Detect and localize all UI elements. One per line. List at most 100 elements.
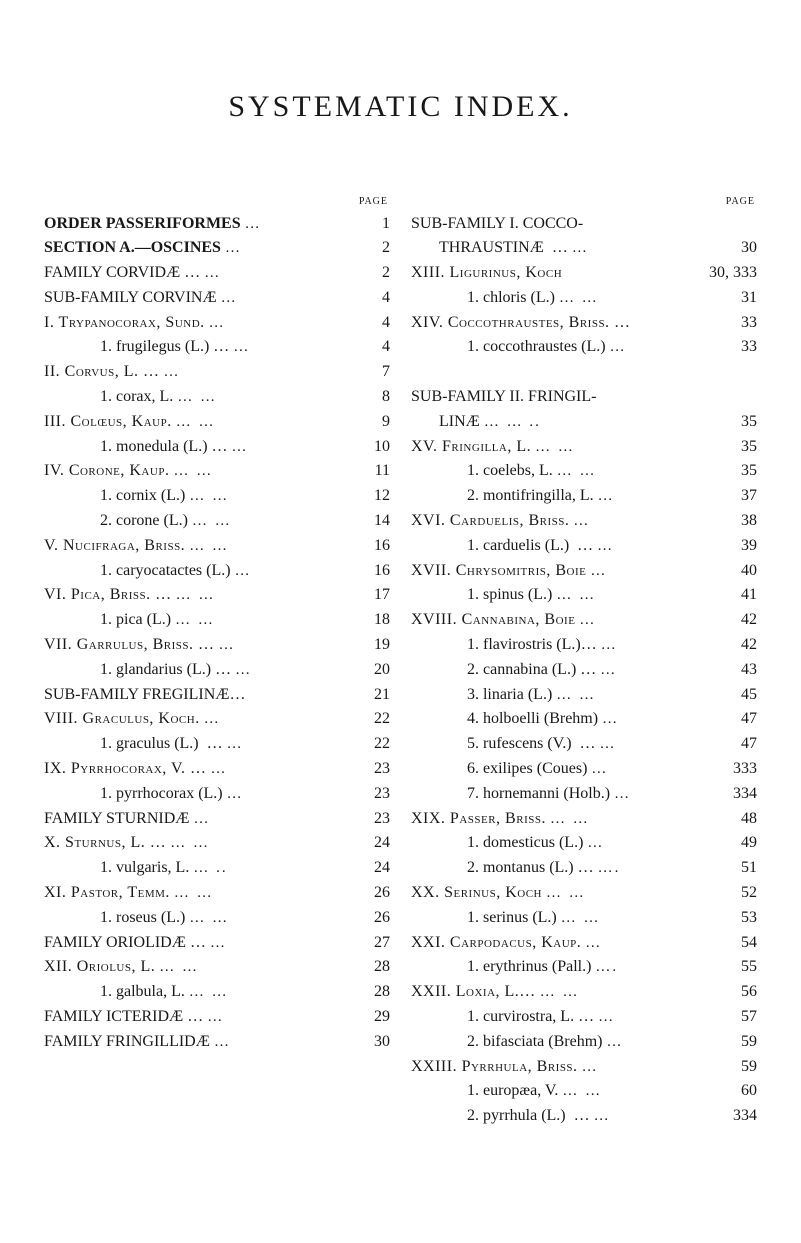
leader-dots: … <box>587 758 723 781</box>
page-number: 4 <box>356 311 390 336</box>
page-number: 9 <box>356 410 390 435</box>
index-row: 1. flavirostris (L.)……42 <box>411 633 757 658</box>
leader-dots: … … <box>185 485 356 508</box>
index-row: 1. chloris (L.)… …31 <box>411 286 757 311</box>
leader-dots: … <box>203 1006 356 1029</box>
index-row: 1. glandarius (L.) ……20 <box>44 658 390 683</box>
index-row: V. Nucifraga, Briss.… …16 <box>44 534 390 559</box>
leader-dots: … … <box>552 584 723 607</box>
index-row: 2. montifringilla, L.…37 <box>411 484 757 509</box>
index-row: VIII. Graculus, Koch.…22 <box>44 707 390 732</box>
index-label: 1. coelebs, L. <box>411 459 553 484</box>
leader-dots: … … <box>555 287 723 310</box>
index-row: 1. vulgaris, L.… ..24 <box>44 856 390 881</box>
leader-dots: … <box>228 436 356 459</box>
leader-dots: … … <box>185 535 356 558</box>
index-label: XIII. Ligurinus, Koch <box>411 261 562 286</box>
page-number: 48 <box>723 807 757 832</box>
leader-dots: … <box>590 1105 723 1128</box>
page-number: 54 <box>723 931 757 956</box>
index-label: 2. cannabina (L.) … <box>411 658 596 683</box>
index-label: 1. pyrrhocorax (L.) <box>44 782 223 807</box>
index-row: XI. Pastor, Temm.… …26 <box>44 881 390 906</box>
index-row: 2. cannabina (L.) ……43 <box>411 658 757 683</box>
page-number: 42 <box>723 633 757 658</box>
page-number: 333 <box>723 757 757 782</box>
leader-dots: … <box>586 560 723 583</box>
index-label: 6. exilipes (Coues) <box>411 757 587 782</box>
index-row: 5. rufescens (V.) ……47 <box>411 732 757 757</box>
index-row: 7. hornemanni (Holb.)…334 <box>411 782 757 807</box>
index-label: 1. serinus (L.) <box>411 906 557 931</box>
page-number: 43 <box>723 658 757 683</box>
index-row: SUB-FAMILY CORVINÆ…4 <box>44 286 390 311</box>
page-number: 21 <box>356 683 390 708</box>
leader-dots: … <box>241 213 356 236</box>
page-number: 23 <box>356 757 390 782</box>
index-row: XIII. Ligurinus, Koch 30, 333 <box>411 261 757 286</box>
leader-dots: … <box>207 758 357 781</box>
index-row: 1. frugilegus (L.) ……4 <box>44 335 390 360</box>
index-label: VIII. Graculus, Koch. <box>44 707 200 732</box>
index-row: XVIII. Cannabina, Boie…42 <box>411 608 757 633</box>
leader-dots: … … <box>553 460 723 483</box>
page-number: 4 <box>356 335 390 360</box>
page-number: 33 <box>723 311 757 336</box>
index-label: SUB-FAMILY II. FRINGIL- <box>411 385 597 410</box>
right-column: PAGE SUB-FAMILY I. COCCO-THRAUSTINÆ ……30… <box>411 194 757 1129</box>
index-label: 1. roseus (L.) <box>44 906 185 931</box>
leader-dots: … <box>231 659 356 682</box>
index-row: 1. galbula, L.… …28 <box>44 980 390 1005</box>
index-label: XV. Fringilla, L. <box>411 435 531 460</box>
leader-dots: … .. <box>189 857 356 880</box>
index-row: XVII. Chrysomitris, Boie…40 <box>411 559 757 584</box>
page-number: 22 <box>356 732 390 757</box>
index-row: 1. cornix (L.)… …12 <box>44 484 390 509</box>
page-number: 28 <box>356 955 390 980</box>
index-label: X. Sturnus, L. … <box>44 831 166 856</box>
index-row: I. Trypanocorax, Sund.…4 <box>44 311 390 336</box>
index-row: 1. spinus (L.)… …41 <box>411 583 757 608</box>
page-number: 22 <box>356 707 390 732</box>
page-number: 2 <box>356 236 390 261</box>
page-number: 30, 333 <box>709 261 757 286</box>
leader-dots: … <box>610 783 723 806</box>
page-number: 38 <box>723 509 757 534</box>
index-label: 1. caryocatactes (L.) <box>44 559 231 584</box>
index-row: SECTION A.—OSCINES…2 <box>44 236 390 261</box>
leader-dots: … <box>606 336 723 359</box>
page-number: 334 <box>723 782 757 807</box>
page-number: 35 <box>723 435 757 460</box>
page-number: 14 <box>356 509 390 534</box>
page-number: 47 <box>723 707 757 732</box>
page-number: 26 <box>356 906 390 931</box>
index-label: 2. montanus (L.) … <box>411 856 594 881</box>
index-row: XVI. Carduelis, Briss.…38 <box>411 509 757 534</box>
leader-dots: …. <box>591 956 723 979</box>
page-number: 27 <box>356 931 390 956</box>
leader-dots: … <box>215 634 357 657</box>
index-row: 1. erythrinus (Pall.)….55 <box>411 955 757 980</box>
index-row: XII. Oriolus, L.… …28 <box>44 955 390 980</box>
leader-dots: … <box>223 733 356 756</box>
index-row: FAMILY STURNIDÆ…23 <box>44 807 390 832</box>
page-number: 10 <box>356 435 390 460</box>
index-row: XIV. Coccothraustes, Briss. …33 <box>411 311 757 336</box>
index-label: 2. montifringilla, L. <box>411 484 594 509</box>
leader-dots: … <box>578 1056 723 1079</box>
index-row: 1. serinus (L.)… …53 <box>411 906 757 931</box>
leader-dots: … … <box>536 981 723 1004</box>
index-row: 1. pica (L.)… …18 <box>44 608 390 633</box>
index-label: 3. linaria (L.) <box>411 683 552 708</box>
leader-dots: … … <box>531 436 723 459</box>
leader-dots: … <box>594 485 723 508</box>
index-row: XXII. Loxia, L.…… …56 <box>411 980 757 1005</box>
index-label: FAMILY ICTERIDÆ … <box>44 1005 203 1030</box>
index-label: VII. Garrulus, Briss. … <box>44 633 215 658</box>
index-row: 2. montanus (L.) …….51 <box>411 856 757 881</box>
index-label: I. Trypanocorax, Sund. <box>44 311 205 336</box>
index-label: XXI. Carpodacus, Kaup. <box>411 931 581 956</box>
index-label: 1. glandarius (L.) … <box>44 658 231 683</box>
index-row: ORDER PASSERIFORMES…1 <box>44 212 390 237</box>
page-number: 30 <box>356 1030 390 1055</box>
